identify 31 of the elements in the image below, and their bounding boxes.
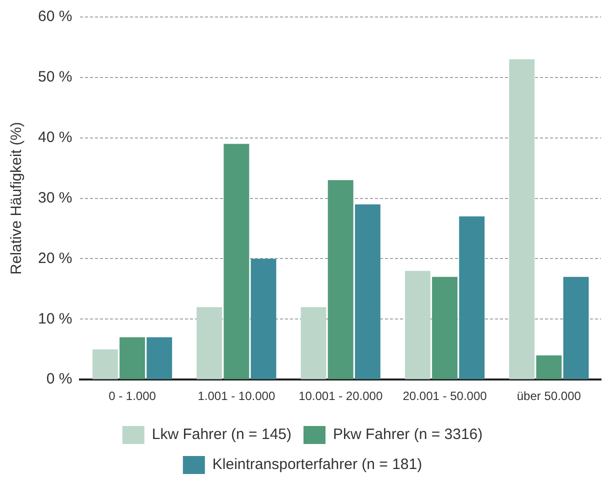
y-tick-label: 0 %	[46, 370, 72, 388]
bar	[354, 204, 380, 380]
legend-label: Kleintransporterfahrer (n = 181)	[212, 456, 422, 474]
x-tick-label: 10.001 - 20.000	[298, 389, 383, 404]
bar	[146, 337, 172, 380]
bar	[250, 258, 276, 380]
y-tick-label: 50 %	[38, 68, 72, 86]
bar	[120, 337, 145, 380]
y-axis-title: Relative Häufigkeit (%)	[8, 122, 26, 275]
bar	[509, 59, 535, 380]
bar	[328, 180, 354, 380]
legend-label: Lkw Fahrer (n = 145)	[152, 426, 292, 444]
x-tick-label: über 50.000	[516, 389, 582, 404]
bar	[459, 216, 485, 380]
bar	[404, 270, 430, 380]
x-tick-label: 0 - 1.000	[108, 389, 156, 404]
bar	[92, 349, 118, 380]
bar	[563, 276, 589, 380]
y-tick-label: 30 %	[38, 189, 72, 206]
bar	[432, 276, 458, 380]
y-tick-label: 20 %	[38, 250, 72, 267]
y-tick-label: 40 %	[38, 129, 72, 146]
bar	[536, 355, 562, 380]
y-tick-label: 60 %	[38, 8, 72, 26]
bar	[196, 307, 222, 380]
bar	[224, 144, 250, 380]
y-tick-label: 10 %	[38, 310, 72, 328]
bar	[300, 307, 326, 380]
x-tick-label: 1.001 - 10.000	[198, 389, 276, 404]
x-tick-label: 20.001 - 50.000	[402, 389, 488, 404]
legend-label: Pkw Fahrer (n = 3316)	[333, 426, 483, 444]
